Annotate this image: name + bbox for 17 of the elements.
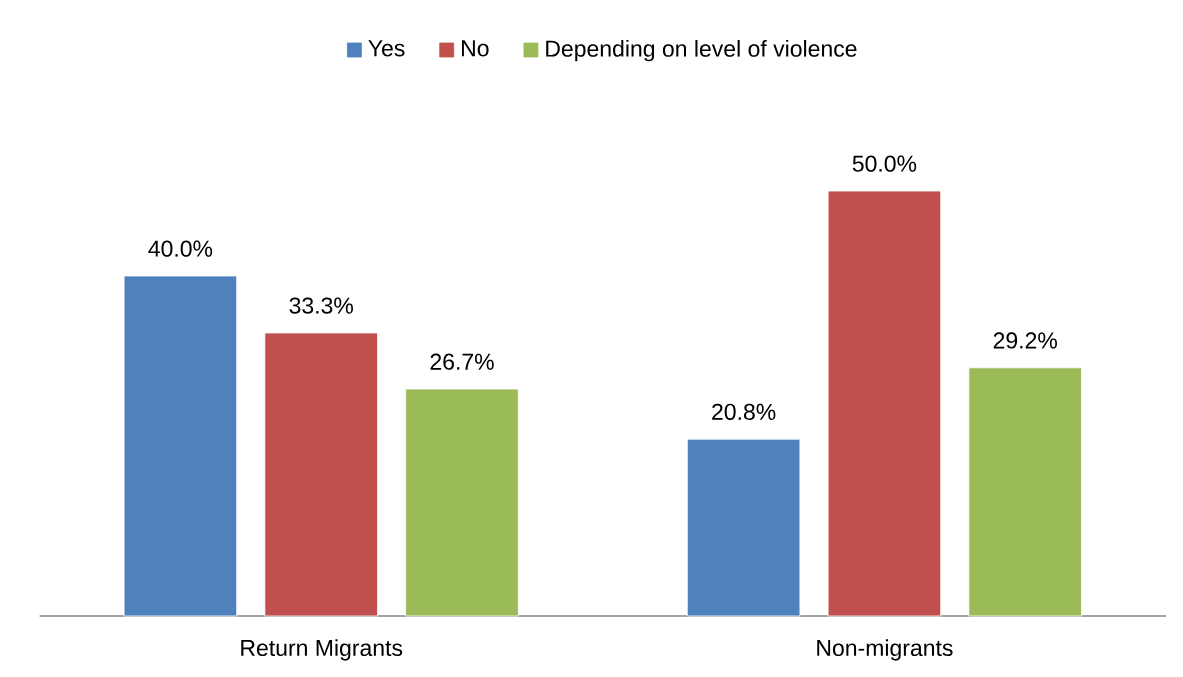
data-label: 40.0% xyxy=(148,240,213,257)
x-tick-label: Non-migrants xyxy=(817,639,953,661)
data-label: 50.0% xyxy=(852,155,917,172)
bar xyxy=(123,275,238,617)
data-label: 33.3% xyxy=(289,297,353,314)
bar xyxy=(968,367,1082,617)
bar xyxy=(405,388,519,617)
legend-label: Depending on level of violence xyxy=(546,39,857,62)
bar xyxy=(264,332,378,617)
data-label: 20.8% xyxy=(712,403,776,420)
legend-label: Yes xyxy=(368,40,405,57)
legend-label: No xyxy=(462,40,489,57)
data-label: 29.2% xyxy=(993,332,1057,349)
x-tick-label: Return Migrants xyxy=(241,639,403,661)
bar xyxy=(686,438,801,617)
data-label: 26.7% xyxy=(430,353,494,370)
bar xyxy=(827,190,942,617)
